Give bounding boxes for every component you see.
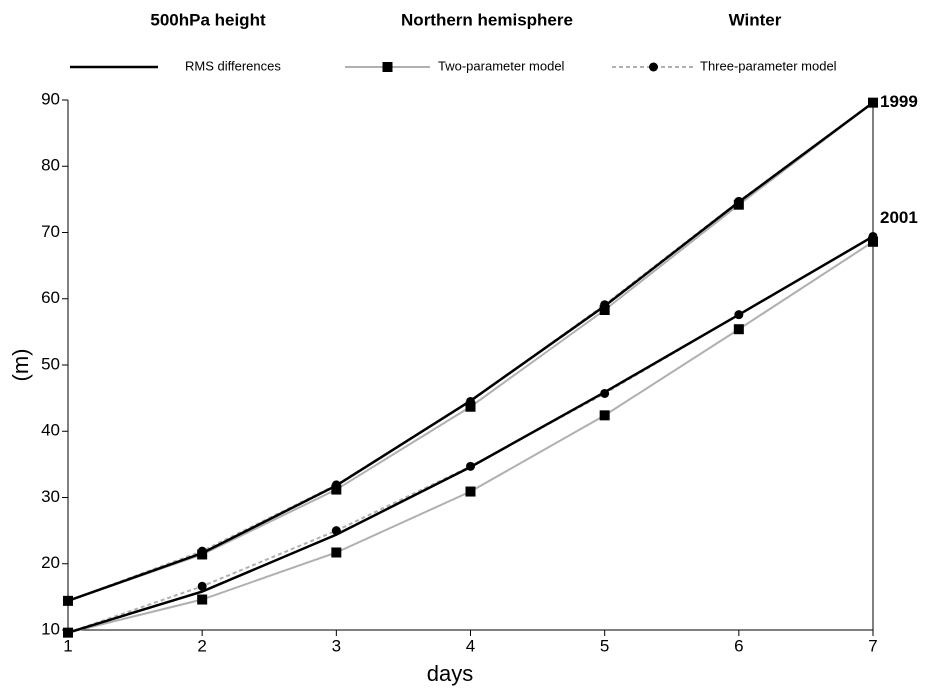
legend-marker xyxy=(649,62,658,72)
series-line xyxy=(67,235,874,634)
data-point xyxy=(599,410,610,421)
y-tick-label: 30 xyxy=(41,487,60,506)
data-point xyxy=(331,484,342,495)
x-axis-label: days xyxy=(427,661,473,686)
y-tick-label: 70 xyxy=(41,222,60,241)
series-line xyxy=(67,240,874,634)
y-tick-label: 80 xyxy=(41,156,60,175)
y-tick-label: 50 xyxy=(41,354,60,373)
legend-marker xyxy=(382,62,393,72)
data-point xyxy=(868,98,878,108)
data-point xyxy=(331,526,341,536)
series-line xyxy=(67,101,874,602)
group-label: 2001 xyxy=(880,208,918,227)
data-point xyxy=(465,401,476,412)
data-point xyxy=(466,461,475,471)
series-line xyxy=(67,101,874,603)
legend-label: RMS differences xyxy=(185,58,281,73)
chart-title: 500hPa height xyxy=(150,10,266,29)
data-point xyxy=(197,581,207,591)
data-point xyxy=(600,388,610,398)
data-point xyxy=(197,546,207,556)
x-tick-label: 5 xyxy=(600,636,609,655)
data-point xyxy=(466,396,475,406)
chart-title: Northern hemisphere xyxy=(401,10,573,29)
data-point xyxy=(734,196,744,206)
x-tick-label: 1 xyxy=(63,636,72,655)
y-tick-label: 60 xyxy=(41,288,60,307)
data-point xyxy=(63,596,73,606)
group-label: 1999 xyxy=(880,92,918,111)
series-line xyxy=(67,101,874,602)
data-point xyxy=(331,480,341,490)
data-point xyxy=(331,547,342,558)
data-point xyxy=(734,310,744,320)
data-point xyxy=(868,236,878,247)
x-tick-label: 2 xyxy=(197,636,206,655)
data-point xyxy=(197,594,208,605)
data-point xyxy=(599,305,610,316)
legend-label: Three-parameter model xyxy=(700,58,837,73)
x-tick-label: 4 xyxy=(466,636,475,655)
x-tick-label: 6 xyxy=(734,636,743,655)
y-tick-label: 90 xyxy=(41,89,60,108)
y-axis-label: (m) xyxy=(8,349,33,382)
x-tick-label: 7 xyxy=(868,636,877,655)
data-point xyxy=(733,324,744,335)
chart-title: Winter xyxy=(729,10,782,29)
data-point xyxy=(600,300,610,310)
y-tick-label: 40 xyxy=(41,421,60,440)
y-tick-label: 20 xyxy=(41,553,60,572)
data-point xyxy=(63,628,73,638)
data-point xyxy=(868,231,878,241)
x-tick-label: 3 xyxy=(332,636,341,655)
data-point xyxy=(465,486,476,497)
legend-label: Two-parameter model xyxy=(438,58,565,73)
y-tick-label: 10 xyxy=(41,619,60,638)
series-line xyxy=(67,235,874,634)
